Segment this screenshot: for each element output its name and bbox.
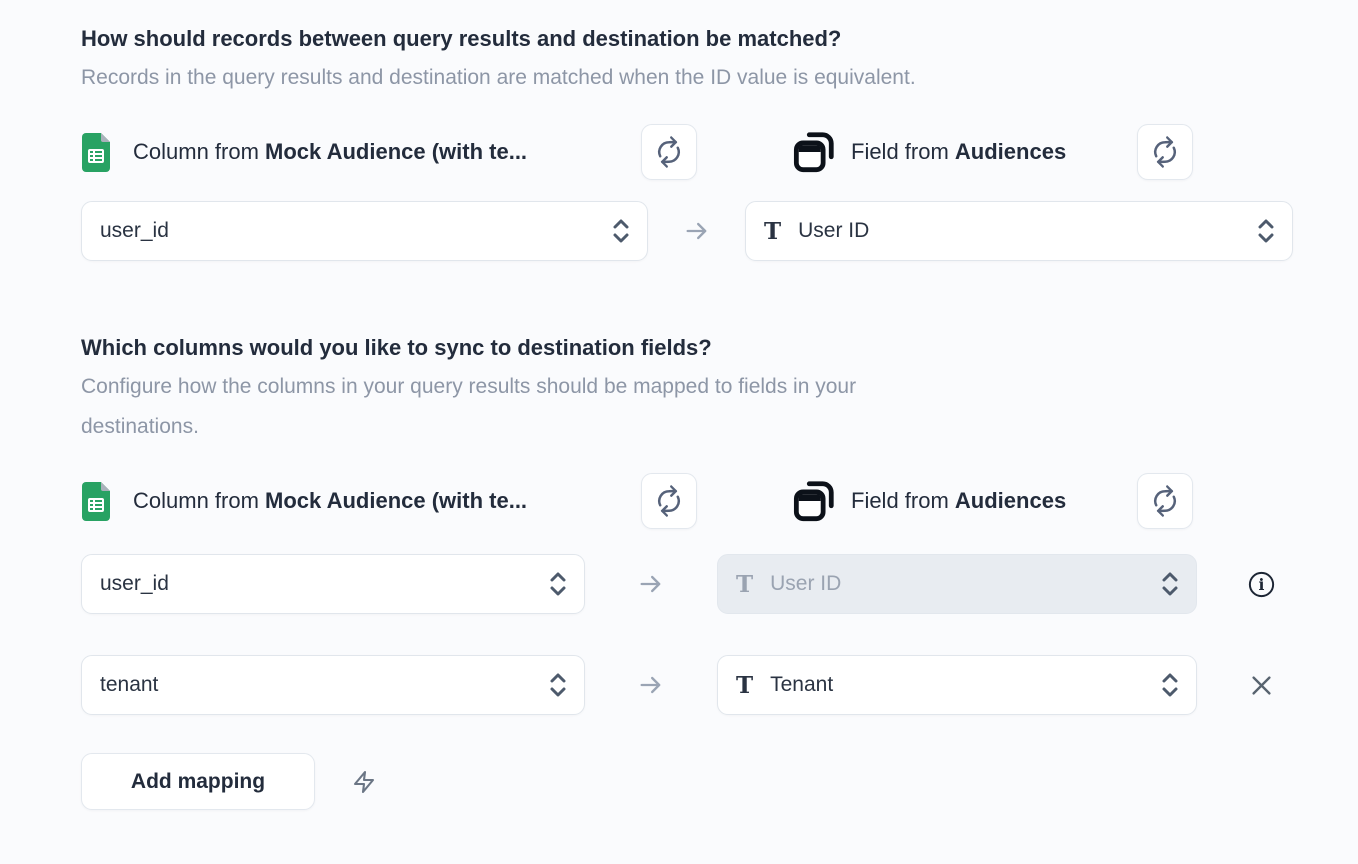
info-icon[interactable]: i	[1248, 571, 1275, 598]
refresh-icon	[656, 136, 682, 168]
mapping-arrow	[585, 570, 717, 598]
refresh-dest-fields-button[interactable]	[1137, 473, 1193, 529]
match-mapping-row: user_id T User ID	[81, 201, 1293, 261]
google-sheets-icon	[81, 132, 111, 172]
mapping-arrow	[648, 217, 745, 245]
sync-mapping-panel: How should records between query results…	[81, 26, 1293, 810]
sync-source-header: Column from Mock Audience (with te...	[81, 473, 697, 529]
sync-column-header-row: Column from Mock Audience (with te... F	[81, 473, 1293, 529]
match-column-header-row: Column from Mock Audience (with te... F	[81, 124, 1293, 180]
sync-mapping-row: tenant T Tenant	[81, 655, 1293, 715]
refresh-source-columns-button[interactable]	[641, 473, 697, 529]
chevron-up-down-icon	[548, 672, 568, 698]
refresh-icon	[1152, 485, 1178, 517]
text-type-icon: T	[736, 671, 754, 699]
sync-source-column-select[interactable]: user_id	[81, 554, 585, 614]
sync-dest-header: Field from Audiences	[793, 473, 1193, 529]
arrow-right-icon	[683, 217, 711, 245]
remove-mapping-button[interactable]	[1248, 672, 1275, 699]
sync-dest-header-label: Field from Audiences	[851, 488, 1067, 513]
close-icon	[1248, 672, 1275, 699]
sync-dest-field-select[interactable]: T Tenant	[717, 655, 1197, 715]
chevron-up-down-icon	[1256, 218, 1276, 244]
match-source-header-label: Column from Mock Audience (with te...	[133, 139, 528, 164]
match-source-column-select[interactable]: user_id	[81, 201, 648, 261]
text-type-icon: T	[764, 217, 782, 245]
audiences-destination-icon	[793, 130, 837, 174]
google-sheets-icon	[81, 481, 111, 521]
match-source-header: Column from Mock Audience (with te...	[81, 124, 697, 180]
text-type-icon: T	[736, 570, 754, 598]
refresh-dest-fields-button[interactable]	[1137, 124, 1193, 180]
add-mapping-button[interactable]: Add mapping	[81, 753, 315, 810]
row-trailing	[1233, 672, 1289, 699]
select-value: user_id	[100, 572, 169, 595]
chevron-up-down-icon	[1160, 672, 1180, 698]
audiences-destination-icon	[793, 479, 837, 523]
chevron-up-down-icon	[611, 218, 631, 244]
mapping-arrow	[585, 671, 717, 699]
select-value: Tenant	[770, 673, 834, 696]
match-section-title: How should records between query results…	[81, 26, 842, 51]
row-trailing: i	[1233, 571, 1289, 598]
sync-source-column-select[interactable]: tenant	[81, 655, 585, 715]
match-dest-header: Field from Audiences	[793, 124, 1193, 180]
select-value: User ID	[798, 219, 870, 242]
sync-source-header-label: Column from Mock Audience (with te...	[133, 488, 528, 513]
arrow-right-icon	[637, 570, 665, 598]
sync-section-subtitle: Configure how the columns in your query …	[81, 375, 857, 438]
lightning-bolt-icon	[352, 770, 376, 794]
refresh-source-columns-button[interactable]	[641, 124, 697, 180]
chevron-up-down-icon	[1160, 571, 1180, 597]
match-dest-field-select[interactable]: T User ID	[745, 201, 1293, 261]
refresh-icon	[1152, 136, 1178, 168]
arrow-right-icon	[637, 671, 665, 699]
add-mapping-row: Add mapping	[81, 753, 1293, 810]
suggest-mappings-button[interactable]	[352, 770, 376, 794]
select-value: user_id	[100, 219, 169, 242]
select-value: tenant	[100, 673, 159, 696]
sync-section-title: Which columns would you like to sync to …	[81, 335, 712, 360]
sync-dest-field-select-disabled: T User ID	[717, 554, 1197, 614]
sync-mapping-row: user_id T User ID	[81, 554, 1293, 614]
match-section-subtitle: Records in the query results and destina…	[81, 66, 916, 89]
select-value: User ID	[770, 572, 842, 595]
chevron-up-down-icon	[548, 571, 568, 597]
svg-text:i: i	[1258, 575, 1264, 594]
match-dest-header-label: Field from Audiences	[851, 139, 1067, 164]
refresh-icon	[656, 485, 682, 517]
